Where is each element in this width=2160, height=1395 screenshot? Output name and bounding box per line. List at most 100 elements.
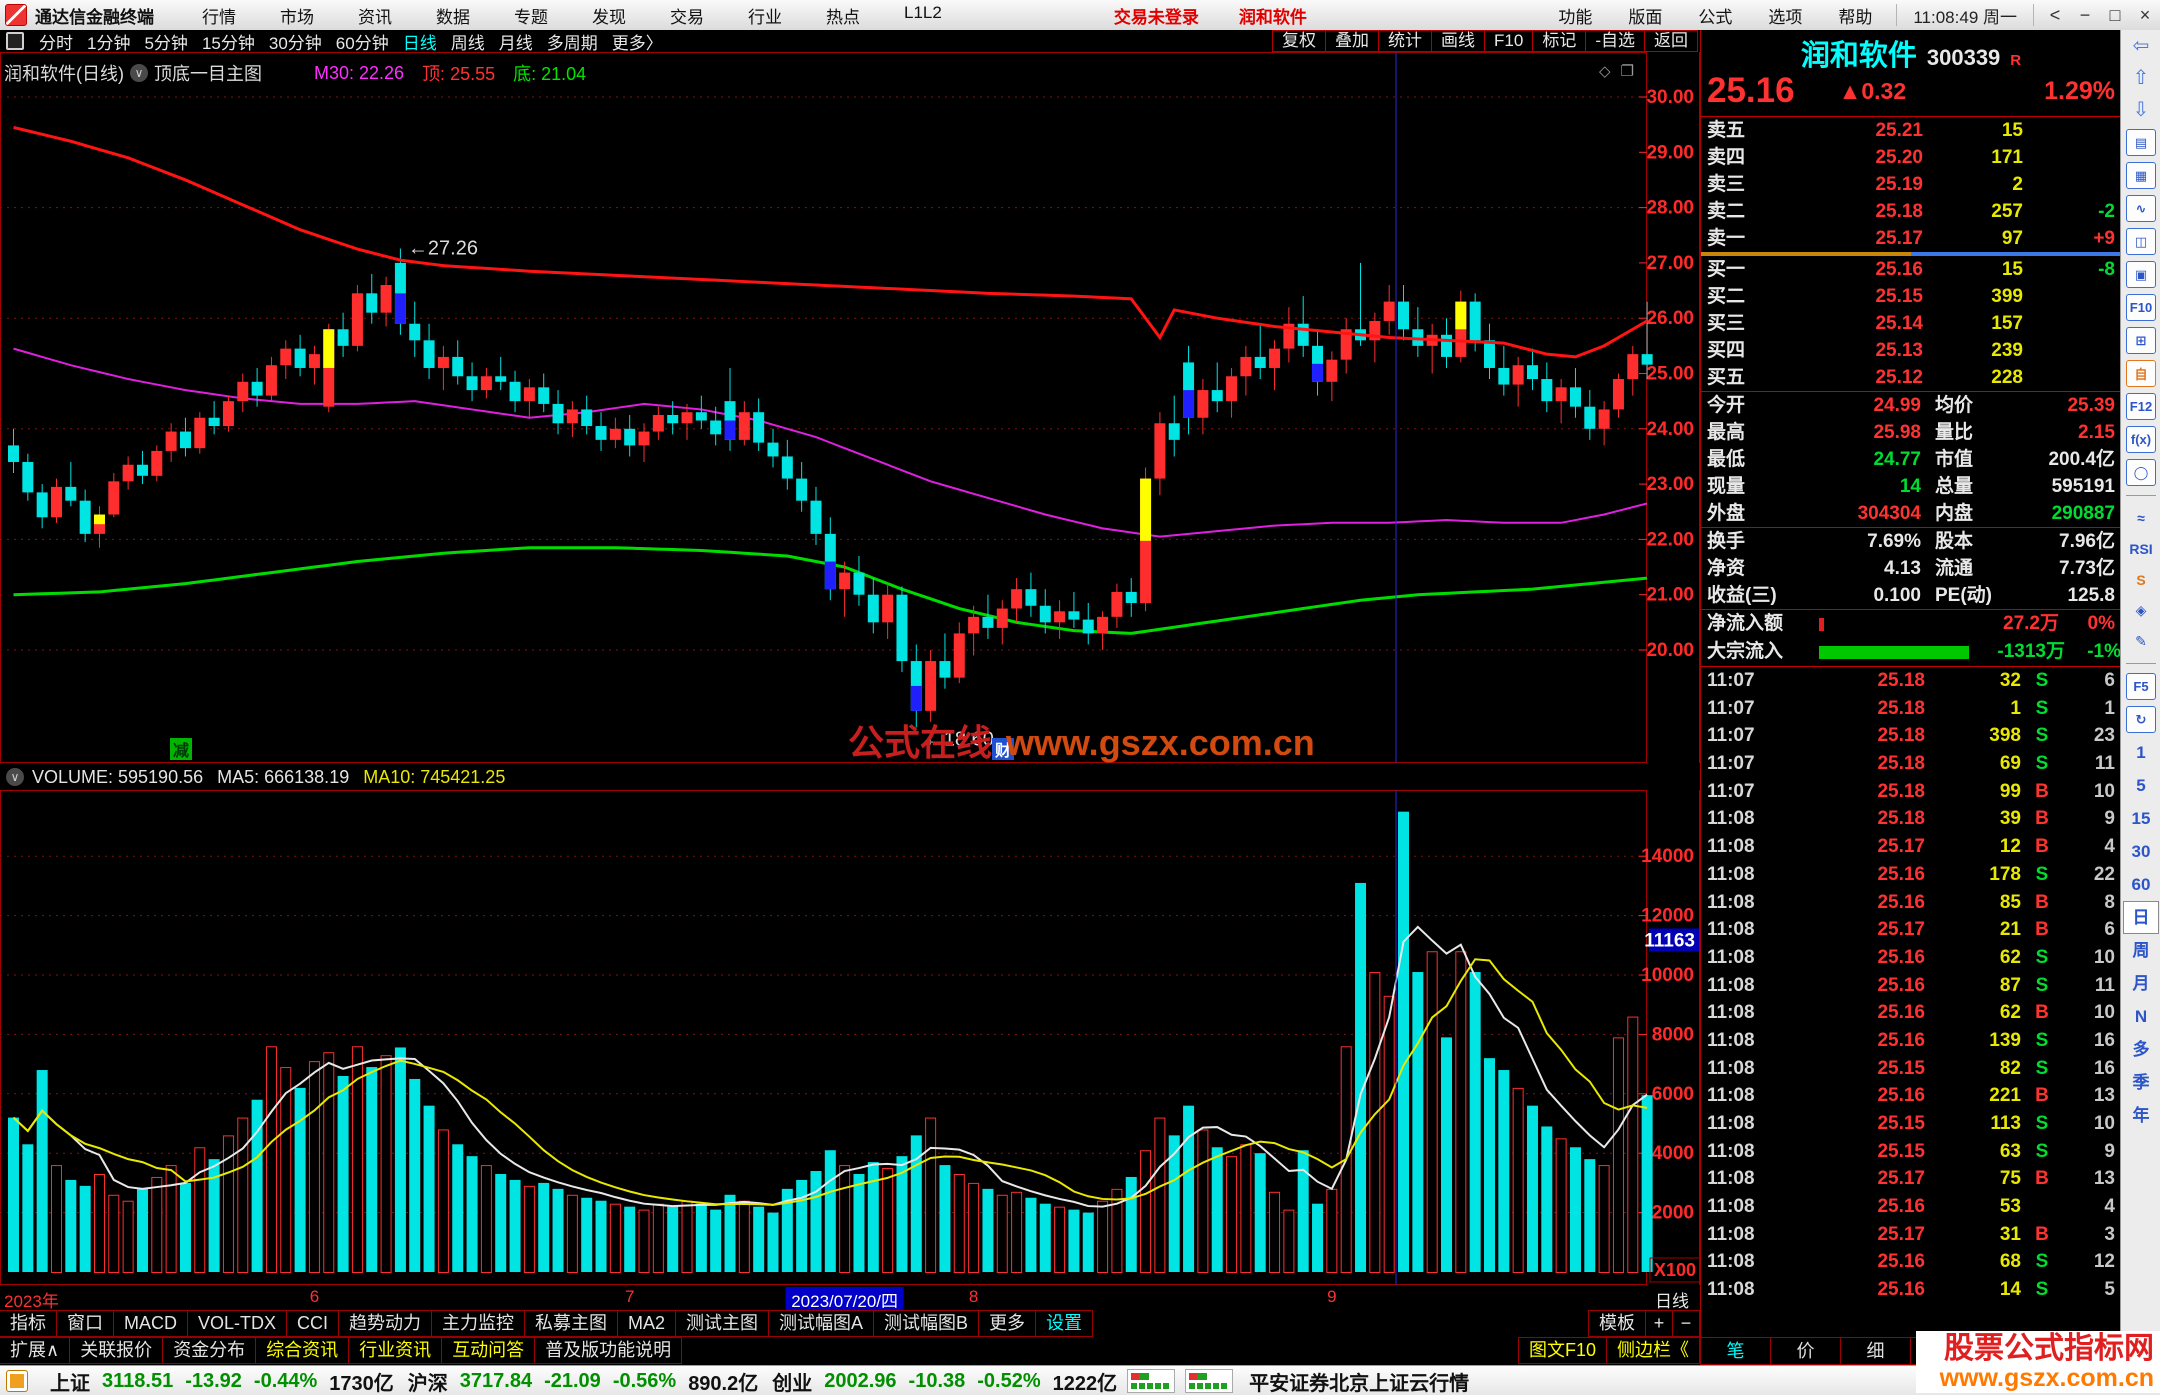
info-tab-行业资讯[interactable]: 行业资讯 <box>348 1337 443 1364</box>
tick-row[interactable]: 11:08 25.17 75 B 13 <box>1701 1165 2121 1193</box>
order-book-row[interactable]: 买五 25.12 228 <box>1701 364 2121 391</box>
chevron-down-icon[interactable]: ∨ <box>130 64 148 82</box>
money-icon[interactable]: S <box>2136 571 2146 588</box>
tick-row[interactable]: 11:07 25.18 69 S 11 <box>1701 750 2121 778</box>
period-tab-60分钟[interactable]: 60分钟 <box>335 33 389 53</box>
period-tab-更多〉[interactable]: 更多〉 <box>611 33 663 53</box>
info-tab-综合资讯[interactable]: 综合资讯 <box>255 1337 350 1364</box>
tool-button-复权[interactable]: 复权 <box>1272 30 1327 52</box>
period-tab-周线[interactable]: 周线 <box>450 33 485 53</box>
market-heat-icon[interactable] <box>1185 1369 1234 1393</box>
menu-item-热点[interactable]: 热点 <box>826 7 860 27</box>
tick-row[interactable]: 11:08 25.17 12 B 4 <box>1701 833 2121 861</box>
period-tab-多周期[interactable]: 多周期 <box>546 33 598 53</box>
sidebar-period-1[interactable]: 1 <box>2136 743 2146 762</box>
indicator-tab-私募主图[interactable]: 私募主图 <box>524 1310 619 1337</box>
indicator-tab-测试幅图B[interactable]: 测试幅图B <box>873 1310 980 1337</box>
period-tab-15分钟[interactable]: 15分钟 <box>201 33 255 53</box>
main-chart-canvas[interactable]: 20.00 21.00 22.00 23.00 24.00 25.00 26.00 27.00… <box>0 52 1700 763</box>
tick-row[interactable]: 11:08 25.15 113 S 10 <box>1701 1110 2121 1138</box>
tick-row[interactable]: 11:07 25.18 398 S 23 <box>1701 722 2121 750</box>
sidebar-period-季[interactable]: 季 <box>2132 1073 2150 1092</box>
tool-button-标记[interactable]: 标记 <box>1532 30 1587 52</box>
sidebar-period-年[interactable]: 年 <box>2132 1106 2150 1125</box>
layout-icon[interactable] <box>6 32 24 50</box>
tick-row[interactable]: 11:08 25.18 39 B 9 <box>1701 805 2121 833</box>
tick-row[interactable]: 11:08 25.16 178 S 22 <box>1701 861 2121 889</box>
quote-table-icon[interactable]: ▦ <box>2126 162 2156 189</box>
tick-row[interactable]: 11:08 25.16 62 S 10 <box>1701 944 2121 972</box>
nav-back-button[interactable]: < <box>2049 4 2061 25</box>
tick-tab-笔[interactable]: 笔 <box>1700 1337 1771 1365</box>
menu-item-数据[interactable]: 数据 <box>436 7 470 27</box>
tick-tab-细[interactable]: 细 <box>1840 1337 1911 1365</box>
f5-icon[interactable]: F5 <box>2126 673 2156 700</box>
loop-icon[interactable]: ◯ <box>2126 459 2156 486</box>
tool-button-统计[interactable]: 统计 <box>1378 30 1433 52</box>
minimize-button[interactable]: − <box>2079 4 2091 25</box>
tick-row[interactable]: 11:08 25.15 63 S 9 <box>1701 1138 2121 1166</box>
tool-button-返回[interactable]: 返回 <box>1644 30 1698 52</box>
login-status[interactable]: 交易未登录 <box>1113 7 1199 27</box>
info-tab-扩展∧[interactable]: 扩展∧ <box>0 1337 71 1364</box>
indicator-tab-MACD[interactable]: MACD <box>113 1310 188 1337</box>
tick-row[interactable]: 11:07 25.18 32 S 6 <box>1701 667 2121 695</box>
sidebar-period-月[interactable]: 月 <box>2132 974 2150 993</box>
menu-item-市场[interactable]: 市场 <box>280 7 314 27</box>
tool-button--自选[interactable]: -自选 <box>1585 30 1645 52</box>
volume-chart-canvas[interactable]: 2000 4000 6000 8000 10000 12000 14000 11163 X100 <box>0 790 1700 1285</box>
self-select-icon[interactable]: 自 <box>2126 360 2156 387</box>
chevron-down-icon[interactable]: ∨ <box>6 768 24 786</box>
tick-row[interactable]: 11:08 25.16 53 4 <box>1701 1193 2121 1221</box>
tick-row[interactable]: 11:08 25.16 139 S 16 <box>1701 1027 2121 1055</box>
pencil-icon[interactable]: ✎ <box>2135 633 2147 649</box>
sidebar-period-60[interactable]: 60 <box>2131 875 2151 894</box>
menu-item-帮助[interactable]: 帮助 <box>1838 7 1873 27</box>
tick-row[interactable]: 11:08 25.17 31 B 3 <box>1701 1221 2121 1249</box>
menu-item-资讯[interactable]: 资讯 <box>358 7 392 27</box>
menu-item-版面[interactable]: 版面 <box>1628 7 1663 27</box>
order-book-row[interactable]: 卖二 25.18 257 -2 <box>1701 198 2121 225</box>
order-book-row[interactable]: 买一 25.16 15 -8 <box>1701 256 2121 283</box>
button-+[interactable]: + <box>1645 1310 1673 1337</box>
refresh-icon[interactable]: ↻ <box>2126 706 2156 733</box>
period-tab-5分钟[interactable]: 5分钟 <box>144 33 188 53</box>
sidebar-period-N[interactable]: N <box>2134 1007 2148 1026</box>
indicator-tab-指标[interactable]: 指标 <box>0 1310 57 1337</box>
sidebar-period-30[interactable]: 30 <box>2131 842 2151 861</box>
period-tab-月线[interactable]: 月线 <box>498 33 533 53</box>
f12-icon[interactable]: F12 <box>2126 393 2156 420</box>
market-heat-icon[interactable] <box>1127 1369 1176 1393</box>
indicator-tab-测试主图[interactable]: 测试主图 <box>675 1310 770 1337</box>
up-arrow-icon[interactable]: ⇧ <box>2132 67 2150 89</box>
indicator-tab-测试幅图A[interactable]: 测试幅图A <box>768 1310 875 1337</box>
button-−[interactable]: − <box>1672 1310 1700 1337</box>
period-tab-日线[interactable]: 日线 <box>402 33 437 53</box>
axis-period-label[interactable]: 日线 <box>1655 1292 1689 1311</box>
period-tab-分时[interactable]: 分时 <box>39 33 73 53</box>
news-pages-icon[interactable]: ▣ <box>2126 261 2156 288</box>
sidebar-period-周[interactable]: 周 <box>2132 941 2150 960</box>
back-arrow-icon[interactable]: ⇦ <box>2132 35 2150 57</box>
tick-row[interactable]: 11:08 25.16 221 B 13 <box>1701 1082 2121 1110</box>
menu-item-行业[interactable]: 行业 <box>748 7 782 27</box>
indicator-tab-主力监控[interactable]: 主力监控 <box>431 1310 526 1337</box>
period-tab-30分钟[interactable]: 30分钟 <box>268 33 322 53</box>
cai-badge[interactable]: 财 <box>992 738 1014 760</box>
rsi-icon[interactable]: RSI <box>2129 540 2153 557</box>
indicator-tab-VOL-TDX[interactable]: VOL-TDX <box>187 1310 288 1337</box>
menu-item-行情[interactable]: 行情 <box>202 7 236 27</box>
indicator-tab-CCI[interactable]: CCI <box>286 1310 340 1337</box>
maximize-button[interactable]: □ <box>2109 4 2121 25</box>
tick-row[interactable]: 11:07 25.18 1 S 1 <box>1701 695 2121 723</box>
tick-row[interactable]: 11:08 25.16 87 S 11 <box>1701 972 2121 1000</box>
menu-item-专题[interactable]: 专题 <box>514 7 548 27</box>
menu-item-功能[interactable]: 功能 <box>1558 7 1593 27</box>
menu-item-L1L2[interactable]: L1L2 <box>904 2 942 22</box>
jian-badge[interactable]: 减 <box>170 738 192 760</box>
f10-icon[interactable]: F10 <box>2126 294 2156 321</box>
order-book-row[interactable]: 卖一 25.17 97 +9 <box>1701 225 2121 252</box>
order-book-row[interactable]: 卖四 25.20 171 <box>1701 144 2121 171</box>
indicator-tab-趋势动力[interactable]: 趋势动力 <box>338 1310 433 1337</box>
date-label-2023/07/20/四[interactable]: 2023/07/20/四 <box>785 1287 905 1312</box>
